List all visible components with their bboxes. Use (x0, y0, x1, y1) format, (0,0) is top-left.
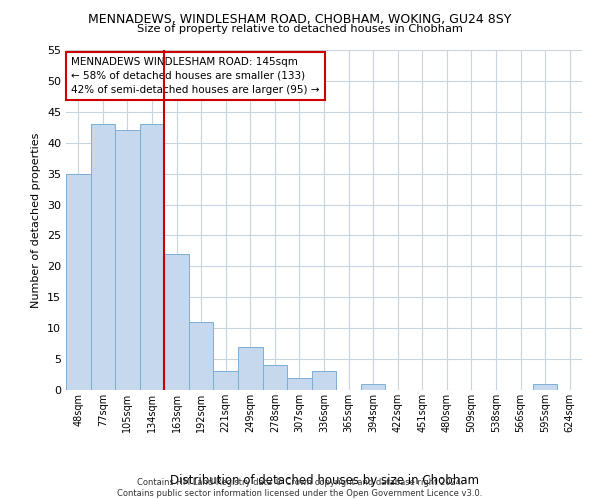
Bar (533, 384, 557, 390)
Bar (66, 174, 91, 390)
Bar (164, 254, 189, 390)
Bar (189, 322, 214, 390)
Text: Contains HM Land Registry data © Crown copyright and database right 2024.
Contai: Contains HM Land Registry data © Crown c… (118, 478, 482, 498)
Bar (312, 372, 336, 390)
Bar (214, 372, 238, 390)
Text: MENNADEWS WINDLESHAM ROAD: 145sqm
← 58% of detached houses are smaller (133)
42%: MENNADEWS WINDLESHAM ROAD: 145sqm ← 58% … (71, 57, 320, 95)
Bar (140, 124, 164, 390)
X-axis label: Distribution of detached houses by size in Chobham: Distribution of detached houses by size … (170, 474, 479, 487)
Bar (287, 378, 312, 390)
Bar (91, 124, 115, 390)
Y-axis label: Number of detached properties: Number of detached properties (31, 132, 41, 308)
Bar (238, 346, 263, 390)
Text: MENNADEWS, WINDLESHAM ROAD, CHOBHAM, WOKING, GU24 8SY: MENNADEWS, WINDLESHAM ROAD, CHOBHAM, WOK… (88, 12, 512, 26)
Bar (115, 130, 140, 390)
Bar (361, 384, 385, 390)
Text: Size of property relative to detached houses in Chobham: Size of property relative to detached ho… (137, 24, 463, 34)
Bar (263, 366, 287, 390)
